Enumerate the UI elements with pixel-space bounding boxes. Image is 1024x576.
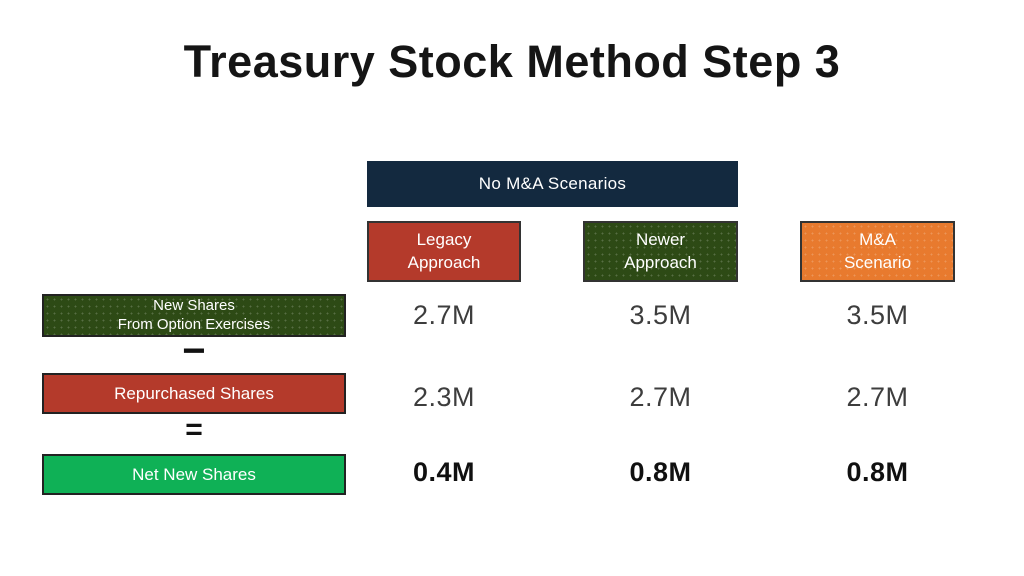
column-header-line: M&A <box>859 229 896 249</box>
row-label-line: New Shares <box>153 296 235 314</box>
value-new-shares-legacy: 2.7M <box>412 299 476 330</box>
value-repurchased-mna: 2.7M <box>846 381 909 412</box>
row-label-new-shares-from-option-exercises: New Shares From Option Exercises <box>42 294 346 337</box>
page-title: Treasury Stock Method Step 3 <box>183 36 841 87</box>
column-header-line: Scenario <box>843 252 912 272</box>
row-label-repurchased-shares: Repurchased Shares <box>42 373 346 414</box>
equals-operator: = <box>185 413 203 446</box>
value-repurchased-newer: 2.7M <box>629 381 692 412</box>
column-header-line: Approach <box>624 252 697 272</box>
column-header-legacy-approach: Legacy Approach <box>367 221 521 282</box>
value-net-new-mna: 0.8M <box>846 456 909 487</box>
column-header-line: Newer <box>635 229 686 249</box>
group-header-no-ma-scenarios: No M&A Scenarios <box>367 161 738 207</box>
column-header-newer-approach: Newer Approach <box>583 221 738 282</box>
row-label-line: From Option Exercises <box>117 315 271 333</box>
row-label-net-new-shares: Net New Shares <box>42 454 346 495</box>
value-new-shares-mna: 3.5M <box>846 299 909 330</box>
column-header-line: Legacy <box>416 229 472 249</box>
value-net-new-newer: 0.8M <box>629 456 692 487</box>
value-net-new-legacy: 0.4M <box>412 456 476 487</box>
column-header-ma-scenario: M&A Scenario <box>800 221 955 282</box>
column-header-line: Approach <box>407 252 481 272</box>
minus-operator: − <box>182 329 206 373</box>
value-new-shares-newer: 3.5M <box>629 299 692 330</box>
value-repurchased-legacy: 2.3M <box>412 381 476 412</box>
